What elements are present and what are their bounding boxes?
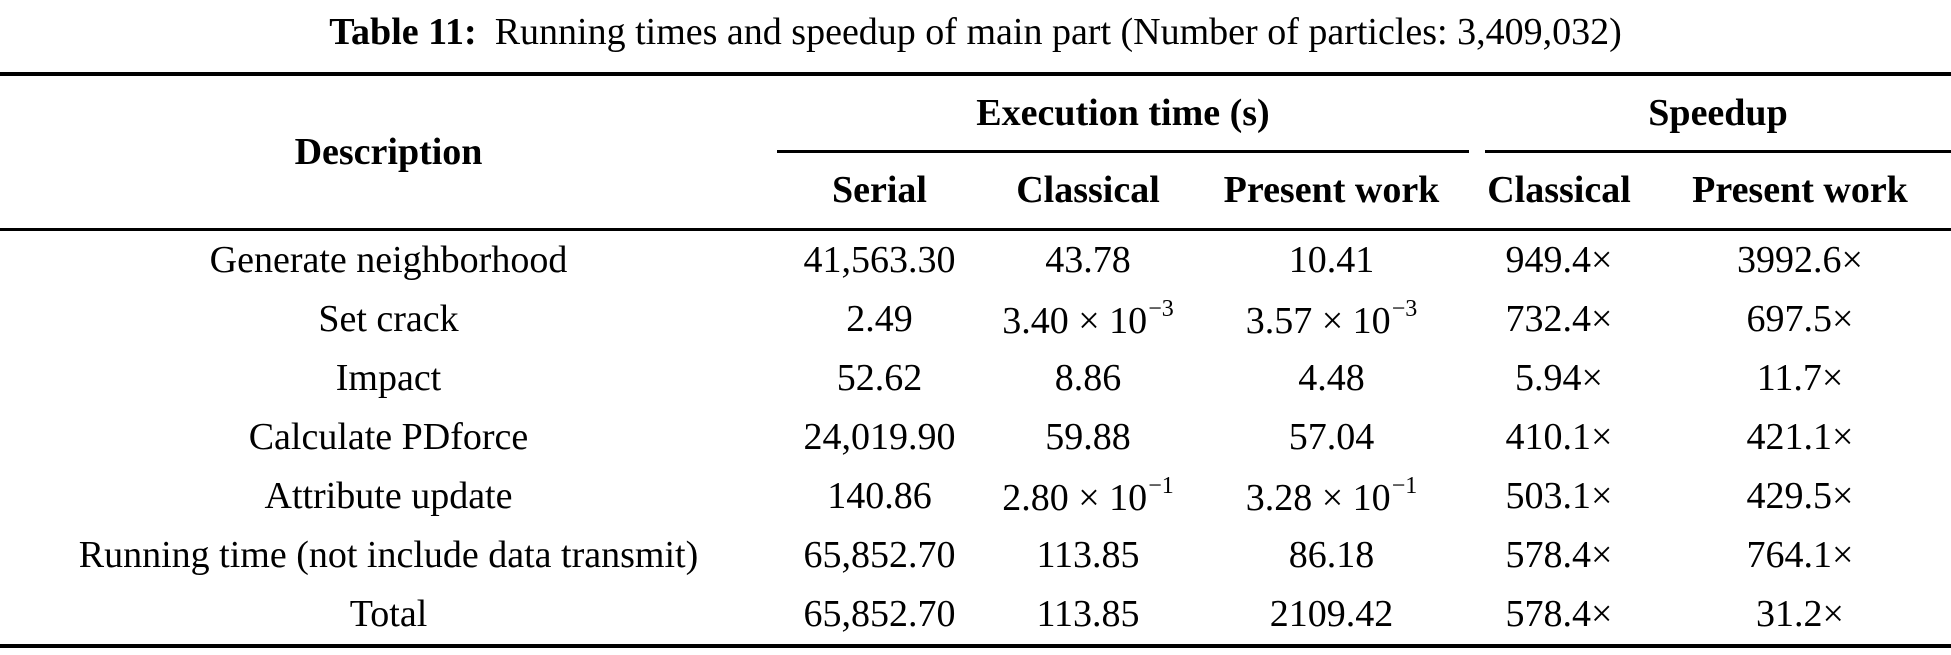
group-header-speedup: Speedup bbox=[1469, 74, 1951, 153]
col-header-classical-time: Classical bbox=[1016, 169, 1160, 212]
table-row-set-crack: Set crack 2.49 3.40 × 10−3 3.57 × 10−3 7… bbox=[0, 290, 1951, 349]
table-row-impact: Impact 52.62 8.86 4.48 5.94× 11.7× bbox=[0, 349, 1951, 408]
cell-classical-speedup: 503.1× bbox=[1505, 475, 1613, 517]
table-row-calculate-pdforce: Calculate PDforce 24,019.90 59.88 57.04 … bbox=[0, 408, 1951, 467]
cell-present-time: 3.28 × 10−1 bbox=[1194, 467, 1469, 526]
exponent: −3 bbox=[1391, 295, 1418, 322]
col-header-present-work-time: Present work bbox=[1223, 169, 1440, 212]
cell-present-speedup: 429.5× bbox=[1746, 475, 1854, 517]
cell-classical-time: 3.40 × 10−3 bbox=[982, 290, 1194, 349]
execution-time-group-label: Execution time (s) bbox=[976, 92, 1270, 134]
cell-present-time: 10.41 bbox=[1288, 239, 1375, 281]
col-header-present-work-speedup: Present work bbox=[1692, 169, 1908, 212]
header-group-row: Description Execution time (s) Speedup bbox=[0, 74, 1951, 173]
cell-classical-speedup: 410.1× bbox=[1505, 416, 1613, 458]
col-header-classical-speedup: Classical bbox=[1487, 169, 1631, 212]
cell-serial-time: 140.86 bbox=[827, 475, 932, 517]
table-caption-text: Running times and speedup of main part (… bbox=[494, 11, 1622, 53]
header-subcolumn-row: Serial Classical Present work Classical … bbox=[0, 153, 1951, 229]
execution-time-group-rule: Execution time (s) bbox=[777, 76, 1469, 153]
cell-classical-time: 59.88 bbox=[1045, 416, 1131, 458]
cell-serial-time: 65,852.70 bbox=[803, 593, 956, 635]
cell-present-speedup: 31.2× bbox=[1756, 593, 1844, 635]
cell-description: Total bbox=[349, 593, 428, 635]
cell-serial-time: 65,852.70 bbox=[803, 534, 956, 576]
cell-description: Running time (not include data transmit) bbox=[78, 534, 699, 576]
speedup-group-rule: Speedup bbox=[1485, 76, 1951, 153]
running-times-table: Description Execution time (s) Speedup S… bbox=[0, 72, 1951, 648]
cell-description: Generate neighborhood bbox=[209, 239, 568, 281]
mantissa: 2.80 × 10 bbox=[1002, 476, 1148, 519]
exponent: −1 bbox=[1391, 472, 1418, 499]
cell-serial-time: 2.49 bbox=[846, 298, 913, 340]
group-header-execution-time: Execution time (s) bbox=[777, 74, 1469, 153]
cell-description: Attribute update bbox=[264, 475, 513, 517]
cell-present-time: 86.18 bbox=[1288, 534, 1375, 576]
cell-serial-time: 24,019.90 bbox=[803, 416, 956, 458]
cell-classical-time: 113.85 bbox=[1036, 534, 1140, 576]
cell-present-speedup: 764.1× bbox=[1746, 534, 1854, 576]
cell-classical-speedup: 5.94× bbox=[1515, 357, 1603, 399]
exponent: −3 bbox=[1148, 295, 1174, 322]
cell-serial-time: 41,563.30 bbox=[803, 239, 956, 281]
cell-present-speedup: 11.7× bbox=[1756, 357, 1844, 399]
table-caption-label: Table 11: bbox=[329, 11, 477, 53]
cell-classical-time: 2.80 × 10−1 bbox=[982, 467, 1194, 526]
col-header-serial: Serial bbox=[832, 169, 927, 212]
cell-classical-speedup: 578.4× bbox=[1505, 534, 1613, 576]
cell-description: Set crack bbox=[318, 298, 459, 340]
table-caption: Table 11: Running times and speedup of ma… bbox=[0, 0, 1951, 72]
cell-classical-time: 113.85 bbox=[1036, 593, 1140, 635]
cell-present-speedup: 697.5× bbox=[1746, 298, 1854, 340]
cell-present-speedup: 421.1× bbox=[1746, 416, 1854, 458]
table-row-running-time: Running time (not include data transmit)… bbox=[0, 526, 1951, 585]
mantissa: 3.28 × 10 bbox=[1245, 476, 1391, 519]
cell-classical-time: 8.86 bbox=[1054, 357, 1122, 399]
cell-serial-time: 52.62 bbox=[836, 357, 923, 399]
col-header-description: Description bbox=[294, 130, 483, 173]
cell-description: Calculate PDforce bbox=[248, 416, 529, 458]
mantissa: 3.40 × 10 bbox=[1002, 299, 1148, 342]
cell-present-time: 3.57 × 10−3 bbox=[1194, 290, 1469, 349]
cell-classical-speedup: 732.4× bbox=[1505, 298, 1613, 340]
cell-present-speedup: 3992.6× bbox=[1737, 239, 1863, 281]
speedup-group-label: Speedup bbox=[1648, 92, 1788, 134]
cell-classical-speedup: 578.4× bbox=[1505, 593, 1613, 635]
table-row-total: Total 65,852.70 113.85 2109.42 578.4× 31… bbox=[0, 585, 1951, 646]
cell-classical-time: 43.78 bbox=[1045, 239, 1131, 281]
cell-present-time: 57.04 bbox=[1288, 416, 1375, 458]
cell-present-time: 2109.42 bbox=[1269, 593, 1394, 635]
table-row-generate-neighborhood: Generate neighborhood 41,563.30 43.78 10… bbox=[0, 229, 1951, 290]
cell-present-time: 4.48 bbox=[1298, 357, 1365, 399]
cell-classical-speedup: 949.4× bbox=[1505, 239, 1613, 281]
table-row-attribute-update: Attribute update 140.86 2.80 × 10−1 3.28… bbox=[0, 467, 1951, 526]
cell-description: Impact bbox=[335, 357, 442, 399]
exponent: −1 bbox=[1148, 472, 1174, 499]
mantissa: 3.57 × 10 bbox=[1245, 299, 1391, 342]
